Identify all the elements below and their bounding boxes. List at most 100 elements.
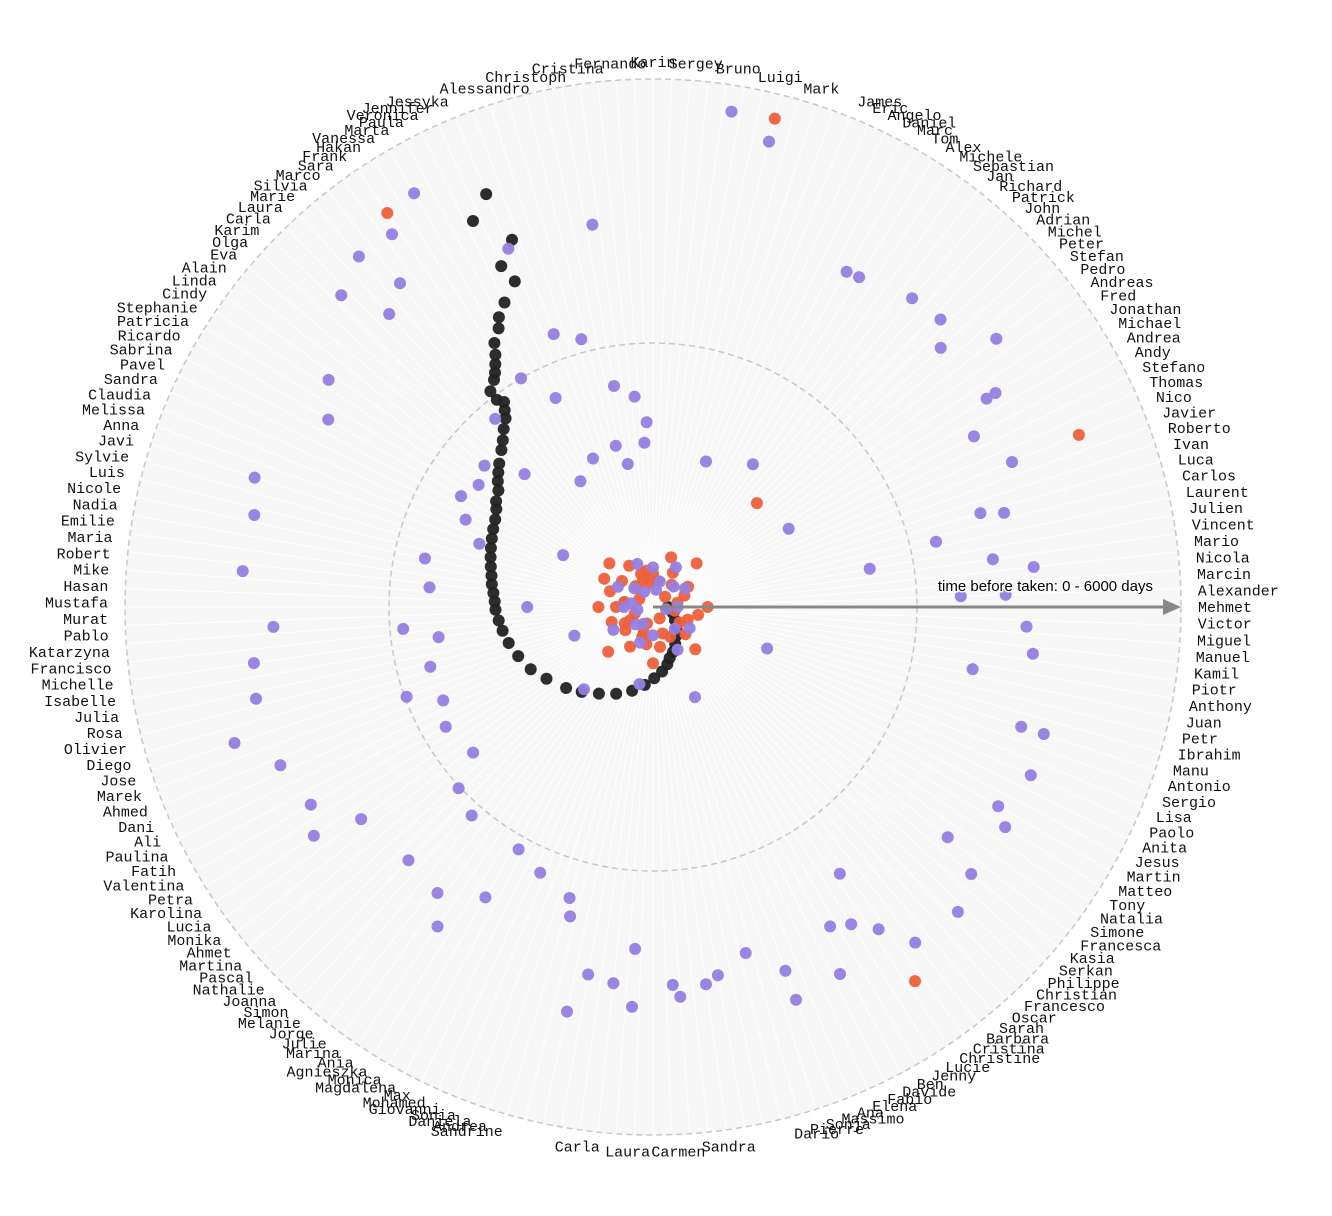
spoke-line (652, 104, 817, 608)
data-point (485, 569, 498, 582)
angular-label: Ahmet (187, 946, 232, 963)
data-point (467, 746, 480, 759)
data-point (607, 977, 620, 990)
data-point (437, 694, 450, 707)
angular-label: Manuel (1196, 650, 1250, 667)
data-point (561, 1005, 573, 1018)
data-point (495, 260, 508, 273)
data-point (637, 617, 650, 630)
spoke-line (652, 606, 1181, 626)
data-point (1072, 428, 1085, 441)
data-point (603, 557, 616, 570)
data-point (563, 892, 576, 904)
data-point (635, 567, 647, 580)
data-point (496, 434, 509, 447)
angular-label: Tony (1109, 898, 1145, 915)
data-point (355, 813, 368, 826)
data-point (1006, 456, 1018, 468)
angular-label: Sandra (702, 1140, 756, 1157)
angular-label: Lucie (945, 1060, 990, 1077)
angular-label: Joanna (222, 994, 276, 1011)
data-point (492, 311, 505, 324)
data-point (909, 975, 921, 988)
data-point (967, 430, 980, 443)
angular-label: Karim (214, 223, 259, 240)
angular-label: Carmen (651, 1144, 705, 1161)
angular-label: Laurent (1186, 485, 1249, 502)
data-point (648, 672, 661, 685)
data-point (431, 887, 444, 899)
angular-label: Sonia (411, 1108, 456, 1125)
data-point (521, 601, 534, 613)
angular-label: Mark (803, 82, 839, 99)
spoke-line (652, 606, 1102, 888)
angular-label: Luigi (758, 70, 803, 87)
angular-label: Linda (172, 273, 217, 290)
angular-label: Andrea (433, 1119, 487, 1136)
angular-label: Nathalie (193, 982, 265, 999)
data-point (489, 412, 502, 425)
angular-label: Massimo (842, 1111, 905, 1128)
data-point (650, 583, 663, 596)
angular-label: Mustafa (45, 596, 108, 613)
angular-label: Antonio (1168, 779, 1231, 796)
angular-label: Jenny (931, 1069, 976, 1086)
angular-label: Piotr (1192, 683, 1237, 700)
angular-label: Thomas (1149, 375, 1203, 392)
angular-label: Ahmed (103, 805, 148, 822)
angular-label: Hakan (316, 140, 361, 157)
spoke-line (313, 606, 654, 1012)
data-point (484, 542, 497, 554)
data-point (247, 657, 260, 670)
data-point (779, 964, 792, 977)
angular-label: Julia (74, 710, 119, 727)
angular-label: Olivier (64, 742, 127, 759)
data-point (484, 551, 497, 564)
data-point (1027, 561, 1040, 573)
radial-axis-arrowhead (1163, 599, 1181, 615)
angular-label: Davide (902, 1085, 956, 1102)
data-point (472, 478, 485, 491)
data-point (586, 218, 599, 231)
angular-labels: JamesEricAngeloDanielMarcTomAlexMicheleS… (29, 55, 1279, 1161)
data-point (689, 691, 701, 704)
angular-label: Fernando (574, 57, 646, 74)
data-point (512, 843, 525, 856)
angular-label: Ana (857, 1105, 884, 1122)
angular-label: Kasia (1070, 951, 1115, 968)
data-point (965, 868, 978, 880)
angular-label: Sergio (1162, 795, 1216, 812)
spoke-line (542, 90, 654, 608)
data-point (700, 455, 712, 468)
angular-label: Carla (226, 211, 271, 228)
angular-label: Sonja (826, 1117, 871, 1134)
data-point (400, 690, 413, 703)
data-point (452, 782, 465, 795)
spoke-line (652, 606, 1174, 700)
spoke-line (125, 606, 654, 626)
angular-label: Murat (63, 612, 108, 629)
angular-label: Christoph (485, 70, 566, 87)
data-point (557, 549, 570, 562)
data-point (489, 358, 502, 371)
angular-label: Anna (103, 418, 139, 435)
angular-label: Jan (986, 169, 1013, 186)
data-point (647, 629, 659, 642)
angular-label: Sandrine (431, 1124, 503, 1141)
angular-label: Marek (97, 789, 142, 806)
angular-label: Miguel (1197, 633, 1251, 650)
data-point (763, 135, 775, 148)
angular-label: Philippe (1048, 976, 1120, 993)
data-point (1020, 620, 1033, 633)
angular-label: Simone (1090, 925, 1144, 942)
spoke-line (652, 342, 1111, 608)
angular-label: Michele (959, 149, 1022, 166)
angular-label: Ali (134, 835, 161, 852)
angular-label: Melissa (82, 403, 145, 420)
spoke-line (285, 606, 654, 988)
spoke-line (652, 606, 1176, 681)
angular-label: Ben (917, 1077, 944, 1094)
data-point (383, 308, 396, 320)
data-point (989, 387, 1002, 399)
data-point (575, 333, 588, 346)
